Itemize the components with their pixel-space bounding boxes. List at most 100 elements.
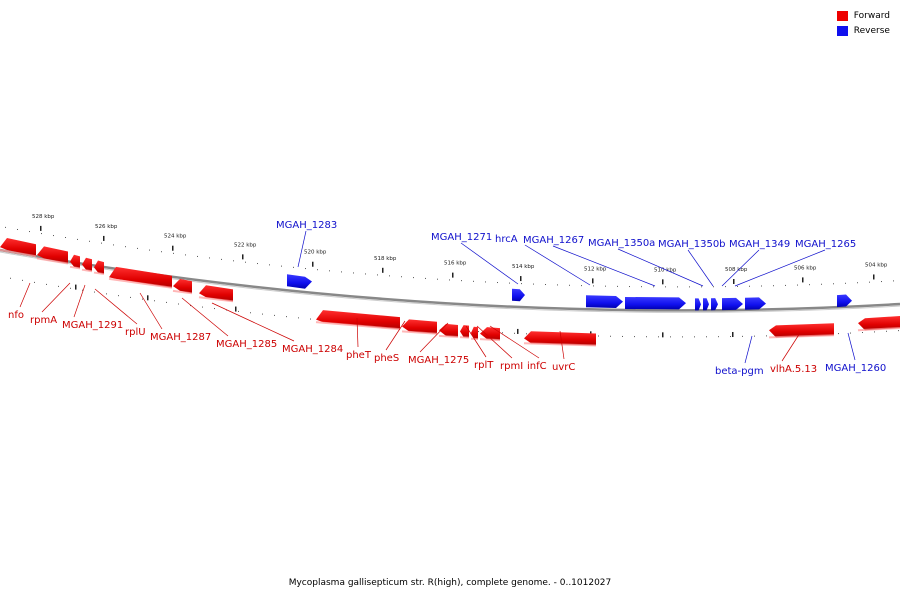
kbp-tick bbox=[733, 278, 735, 284]
gene-shadow bbox=[36, 257, 69, 265]
kbp-tick-label: 514 kbp bbox=[512, 264, 535, 270]
reverse-gene-arrow bbox=[722, 297, 743, 311]
kbp-tick-label: 504 kbp bbox=[865, 262, 888, 268]
forward-gene-arrow bbox=[173, 278, 192, 294]
ruler-dot bbox=[365, 273, 366, 275]
ruler-dot bbox=[862, 332, 863, 334]
reverse-swatch bbox=[836, 25, 848, 36]
ruler-dot bbox=[893, 280, 894, 282]
leader-line bbox=[460, 242, 519, 285]
gene-shadow bbox=[93, 271, 105, 276]
forward-swatch bbox=[836, 10, 848, 21]
ruler-dot bbox=[838, 333, 839, 335]
leader-line bbox=[41, 282, 71, 313]
reverse-gene-label: MGAH_1350a bbox=[588, 238, 655, 249]
ruler-dot bbox=[653, 286, 654, 288]
scale-ruler bbox=[5, 225, 894, 288]
forward-gene-label: infC bbox=[527, 361, 547, 372]
legend-forward-label: Forward bbox=[853, 10, 890, 21]
kbp-tick bbox=[520, 276, 522, 282]
reverse-gene-arrow bbox=[586, 295, 623, 308]
ruler-dot bbox=[749, 285, 750, 287]
leader-line bbox=[489, 325, 540, 359]
ruler-dot bbox=[766, 335, 767, 337]
forward-gene-arrow bbox=[460, 325, 469, 338]
ruler-dot bbox=[886, 330, 887, 332]
ruler-dot bbox=[82, 289, 83, 291]
ruler-dot bbox=[310, 318, 311, 320]
ruler-dot bbox=[22, 279, 23, 281]
ruler-dot bbox=[286, 316, 287, 318]
lower-tick bbox=[147, 295, 149, 301]
leader-line bbox=[524, 244, 591, 286]
ruler-dot bbox=[214, 308, 215, 310]
kbp-tick-label: 520 kbp bbox=[304, 250, 327, 256]
forward-gene-arrow bbox=[94, 260, 104, 275]
ruler-dot bbox=[881, 281, 882, 283]
ruler-dot bbox=[221, 258, 222, 260]
forward-gene-arrow bbox=[402, 319, 437, 334]
kbp-tick bbox=[873, 274, 875, 280]
forward-gene-arrow bbox=[316, 310, 400, 330]
ruler-dot bbox=[557, 284, 558, 286]
forward-gene-label: MGAH_1287 bbox=[150, 332, 211, 343]
forward-gene-arrow bbox=[858, 316, 900, 331]
ruler-dot bbox=[197, 255, 198, 257]
forward-gene-label: rplU bbox=[125, 327, 146, 338]
ruler-dot bbox=[658, 336, 659, 338]
ruler-dot bbox=[77, 238, 78, 240]
legend-reverse: Reverse bbox=[836, 23, 890, 38]
ruler-dot bbox=[761, 285, 762, 287]
forward-gene-label: nfo bbox=[8, 310, 24, 321]
ruler-dot bbox=[10, 277, 11, 279]
leader-line bbox=[181, 297, 229, 337]
forward-gene-arrow bbox=[82, 257, 92, 272]
ruler-dot bbox=[754, 335, 755, 337]
ruler-dot bbox=[634, 336, 635, 338]
ruler-dot bbox=[665, 286, 666, 288]
ruler-dot bbox=[610, 335, 611, 337]
ruler-dot bbox=[509, 282, 510, 284]
genome-footer-caption: Mycoplasma gallisepticum str. R(high), c… bbox=[288, 578, 612, 588]
ruler-dot bbox=[113, 244, 114, 246]
ruler-dot bbox=[622, 335, 623, 337]
leader-line bbox=[385, 320, 406, 351]
leader-line bbox=[297, 230, 307, 268]
kbp-tick bbox=[312, 261, 314, 267]
gene-shadow bbox=[198, 296, 234, 303]
reverse-gene-label: MGAH_1283 bbox=[276, 220, 337, 231]
forward-gene-label: vlhA.5.13 bbox=[770, 364, 817, 375]
kbp-tick-label: 508 kbp bbox=[725, 267, 748, 273]
ruler-dot bbox=[773, 285, 774, 287]
leader-line bbox=[552, 245, 656, 287]
kbp-tick-label: 512 kbp bbox=[584, 266, 607, 272]
kbp-tick-labels: 528 kbp 526 kbp 524 kbp 522 kbp 520 kbp 518 k… bbox=[32, 214, 888, 273]
ruler-dot bbox=[329, 270, 330, 272]
ruler-dot bbox=[641, 286, 642, 288]
ruler-dot bbox=[497, 282, 498, 284]
gene-shadow bbox=[69, 265, 81, 270]
forward-gene-arrow bbox=[524, 331, 596, 346]
legend-reverse-label: Reverse bbox=[853, 25, 890, 36]
ruler-dot bbox=[473, 280, 474, 282]
legend: Forward Reverse bbox=[836, 8, 890, 38]
reverse-gene-arrow bbox=[711, 298, 718, 311]
leader-line bbox=[744, 335, 753, 364]
ruler-dot bbox=[821, 283, 822, 285]
ruler-dot bbox=[149, 249, 150, 251]
ruler-dot bbox=[485, 281, 486, 283]
lower-tick bbox=[517, 328, 519, 334]
ruler-dot bbox=[797, 284, 798, 286]
forward-gene-arrow bbox=[37, 246, 68, 264]
ruler-dot bbox=[70, 287, 71, 289]
gene-shadow bbox=[315, 321, 401, 331]
leader-line bbox=[847, 332, 856, 361]
ruler-dot bbox=[41, 233, 42, 235]
ruler-dot bbox=[94, 291, 95, 293]
ruler-dot bbox=[646, 336, 647, 338]
leader-line bbox=[419, 322, 449, 353]
reverse-gene-label: MGAH_1271 bbox=[431, 232, 492, 243]
leader-line bbox=[211, 302, 295, 342]
ruler-dot bbox=[521, 283, 522, 285]
